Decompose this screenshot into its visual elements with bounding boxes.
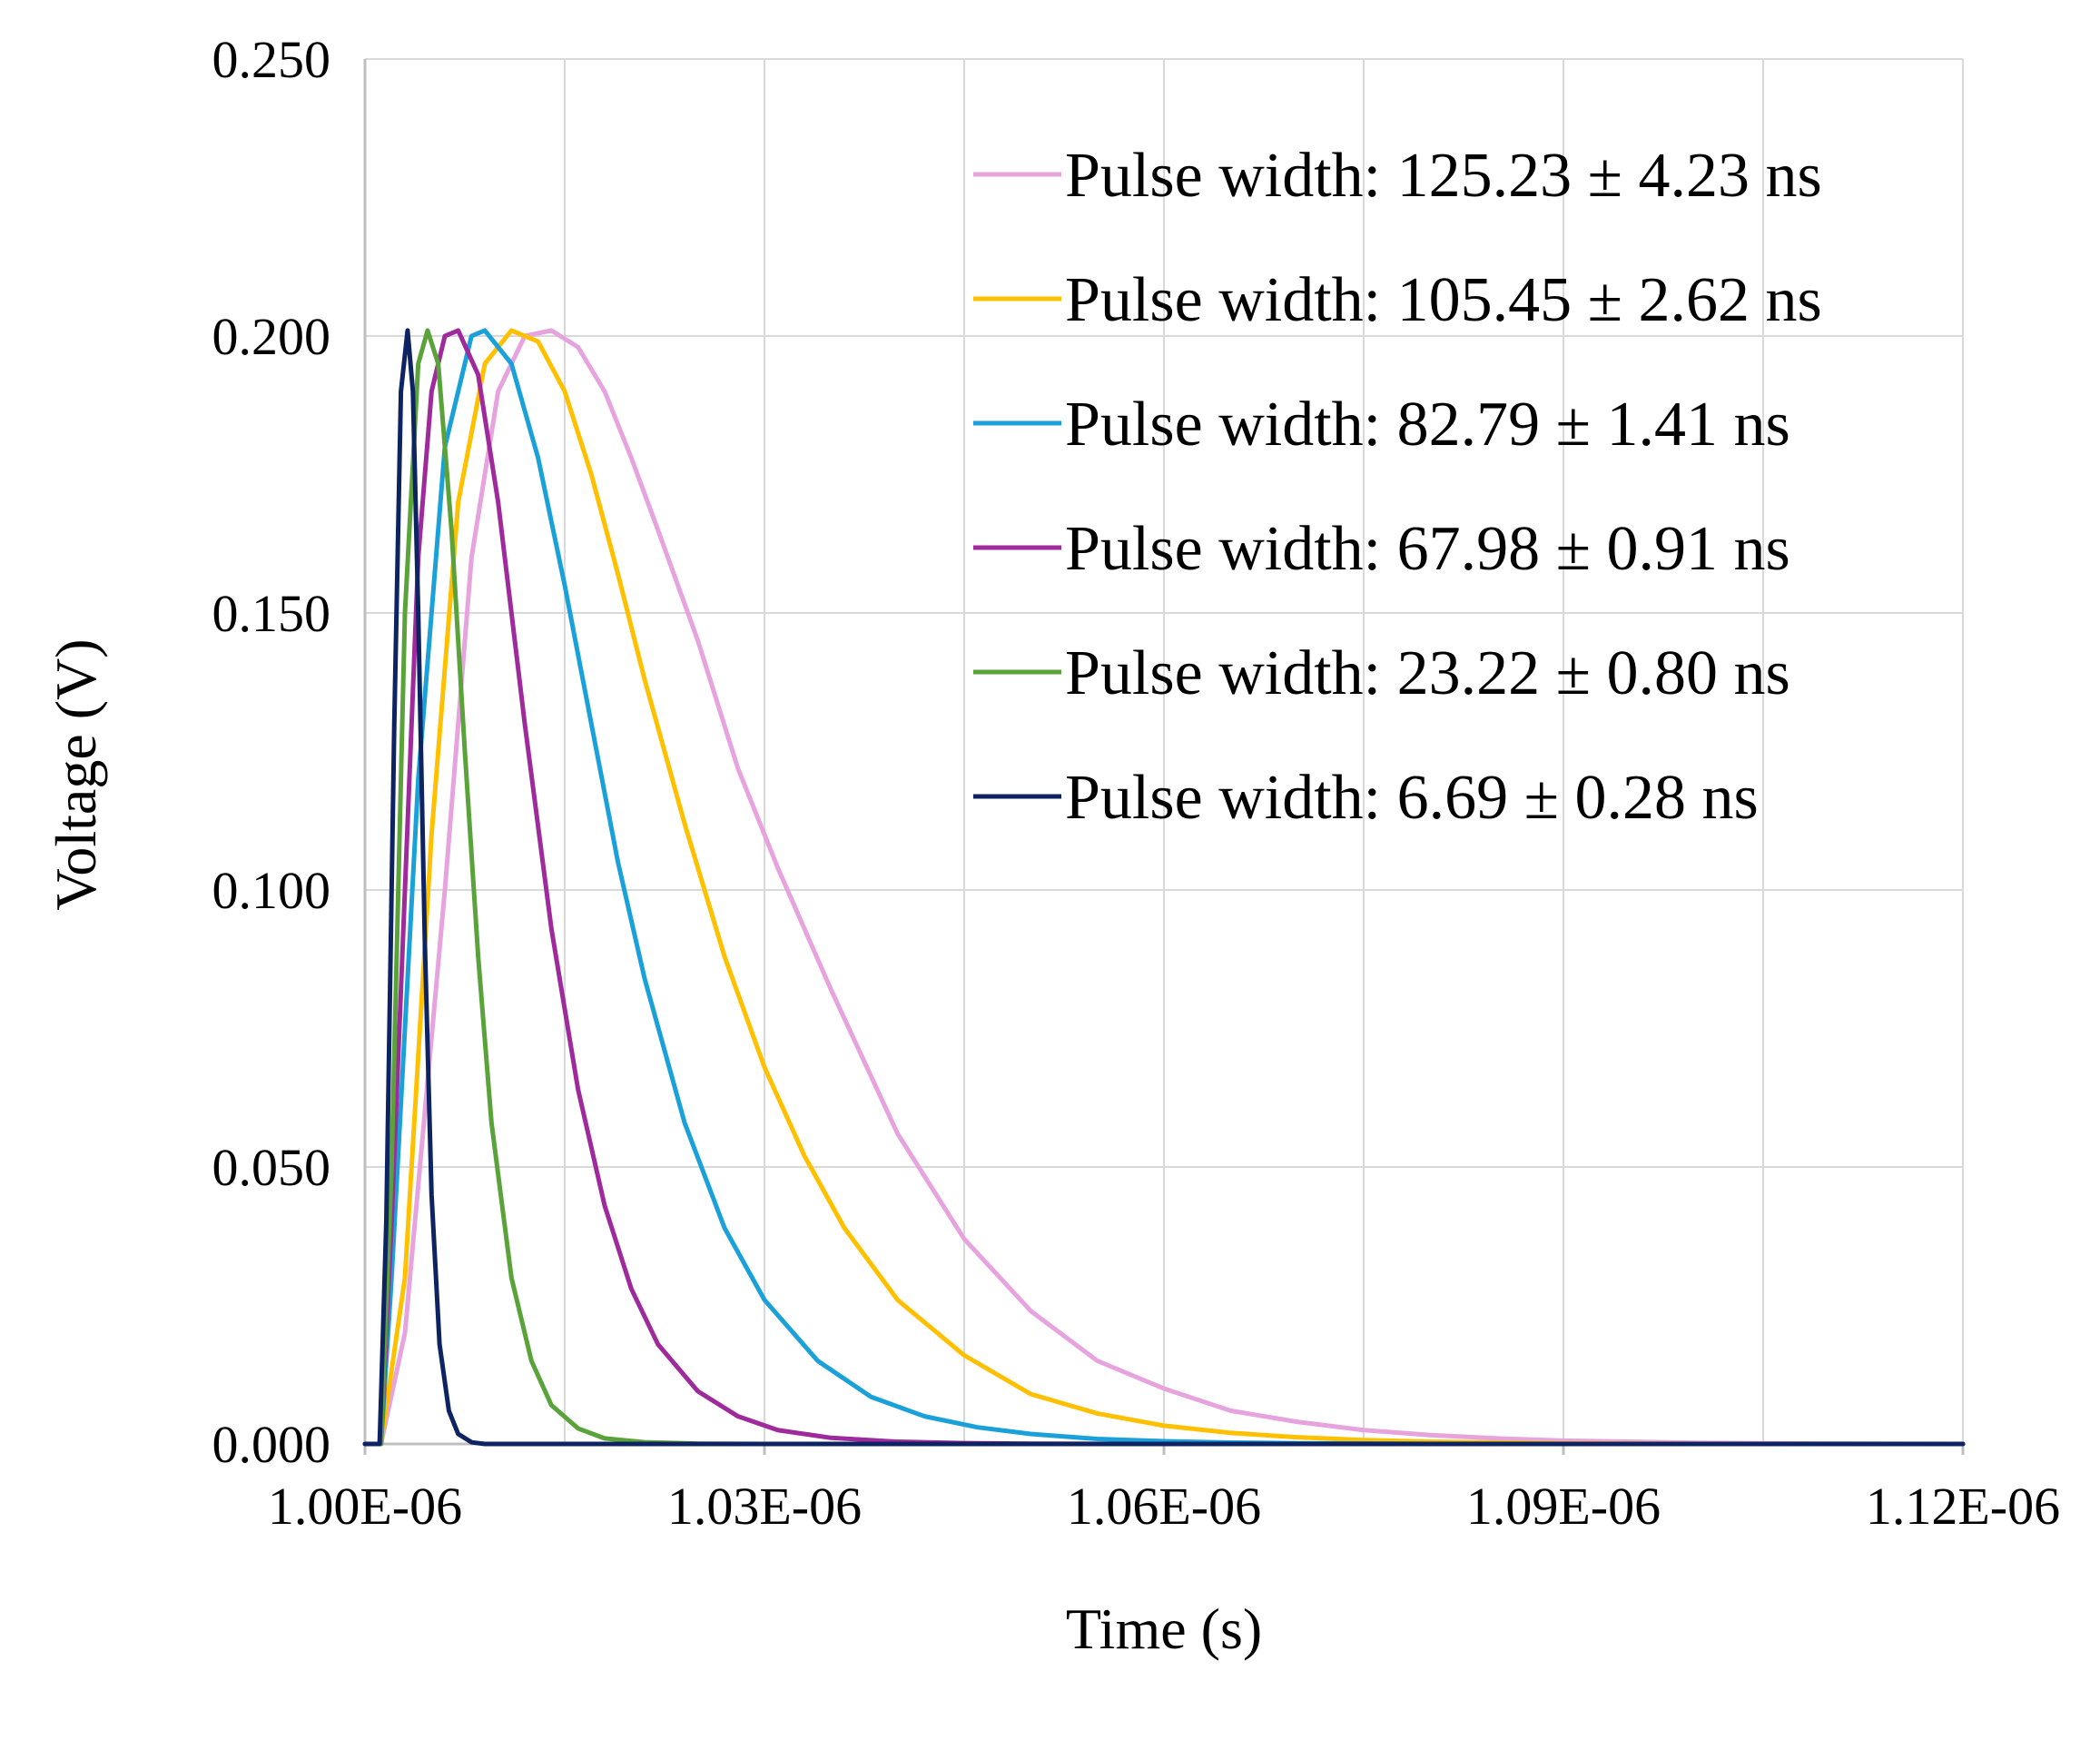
x-tick-label-1: 1.03E-06 — [667, 1477, 862, 1536]
legend-label-4: Pulse width: 23.22 ± 0.80 ns — [1065, 638, 1790, 708]
y-tick-label-5: 0.250 — [212, 30, 331, 89]
legend-label-2: Pulse width: 82.79 ± 1.41 ns — [1065, 390, 1790, 460]
gridlines — [365, 58, 1964, 1444]
series-line-5 — [362, 328, 1966, 1447]
x-tick-label-3: 1.09E-06 — [1466, 1477, 1661, 1536]
y-axis-title: Voltage (V) — [44, 638, 108, 910]
y-tick-label-1: 0.050 — [212, 1138, 331, 1197]
legend: Pulse width: 125.23 ± 4.23 ns Pulse width… — [973, 141, 1822, 833]
legend-label-3: Pulse width: 67.98 ± 0.91 ns — [1065, 514, 1790, 584]
series-line-4 — [362, 328, 1966, 1447]
tick-labels: 0.000 0.050 0.100 0.150 0.200 0.250 1.00E-06 1.… — [212, 30, 2061, 1536]
legend-label-0: Pulse width: 125.23 ± 4.23 ns — [1065, 141, 1822, 211]
y-tick-label-2: 0.100 — [212, 861, 331, 920]
y-tick-label-3: 0.150 — [212, 584, 331, 643]
y-tick-label-4: 0.200 — [212, 307, 331, 366]
legend-label-1: Pulse width: 105.45 ± 2.62 ns — [1065, 265, 1822, 335]
y-tick-label-0: 0.000 — [212, 1415, 331, 1474]
series-line-0 — [362, 328, 1966, 1447]
legend-label-5: Pulse width: 6.69 ± 0.28 ns — [1065, 763, 1759, 833]
x-tick-label-0: 1.00E-06 — [268, 1477, 462, 1536]
series-line-1 — [362, 328, 1966, 1447]
x-tick-label-4: 1.12E-06 — [1866, 1477, 2060, 1536]
x-tick-label-2: 1.06E-06 — [1067, 1477, 1261, 1536]
series-group — [362, 328, 1966, 1447]
x-axis-title: Time (s) — [1066, 1597, 1262, 1661]
